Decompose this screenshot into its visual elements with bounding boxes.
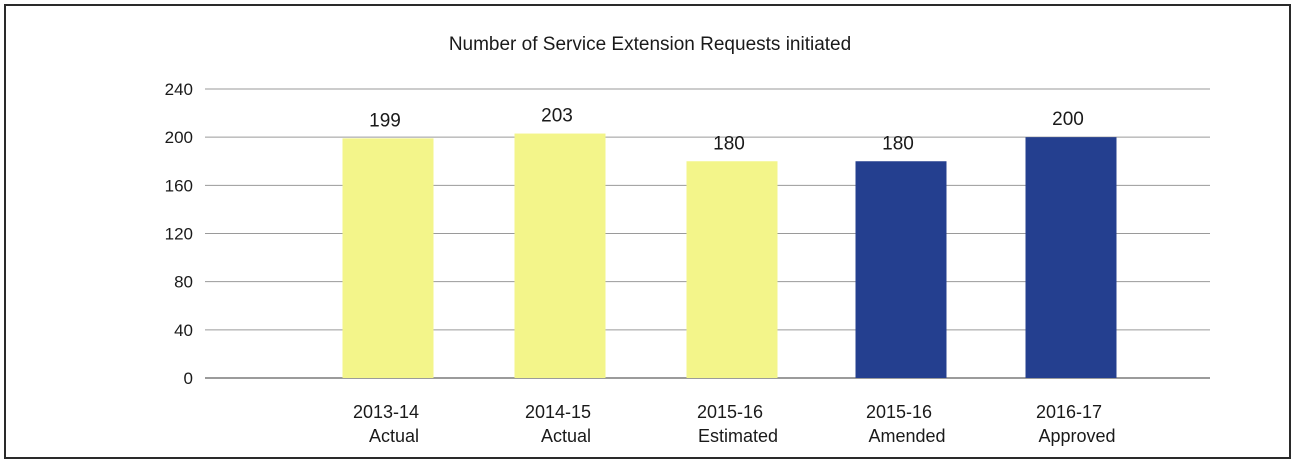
value-label: 180 <box>713 133 745 154</box>
bar-2 <box>514 133 606 378</box>
bars <box>342 133 1117 378</box>
y-tick-label: 240 <box>165 80 193 99</box>
x-tick-label-status: Amended <box>868 426 945 446</box>
chart-title: Number of Service Extension Requests ini… <box>449 34 851 55</box>
value-labels: 199 203 180 180 200 <box>369 106 1084 155</box>
value-label: 199 <box>369 110 401 131</box>
bar-3 <box>686 161 778 378</box>
y-tick-label: 120 <box>165 225 193 244</box>
value-label: 200 <box>1052 109 1084 130</box>
x-tick-label-year: 2016-17 <box>1036 402 1102 422</box>
y-tick-label: 80 <box>174 273 193 292</box>
x-tick-label-year: 2015-16 <box>697 402 763 422</box>
x-tick-label-status: Approved <box>1038 426 1115 446</box>
y-tick-label: 40 <box>174 321 193 340</box>
x-tick-label-status: Actual <box>541 426 591 446</box>
y-axis-ticks: 0 40 80 120 160 200 240 <box>165 80 193 388</box>
x-axis-labels: 2013-14 Actual 2014-15 Actual 2015-16 Estimat… <box>353 402 1116 446</box>
value-label: 203 <box>541 106 573 127</box>
bar-4 <box>855 161 947 378</box>
y-tick-label: 0 <box>184 369 193 388</box>
y-tick-label: 200 <box>165 128 193 147</box>
value-label: 180 <box>882 133 914 154</box>
x-tick-label-year: 2015-16 <box>866 402 932 422</box>
bar-5 <box>1025 137 1117 378</box>
y-tick-label: 160 <box>165 176 193 195</box>
bar-1 <box>342 138 434 378</box>
x-tick-label-status: Estimated <box>698 426 778 446</box>
x-tick-label-year: 2014-15 <box>525 402 591 422</box>
x-tick-label-status: Actual <box>369 426 419 446</box>
x-tick-label-year: 2013-14 <box>353 402 419 422</box>
